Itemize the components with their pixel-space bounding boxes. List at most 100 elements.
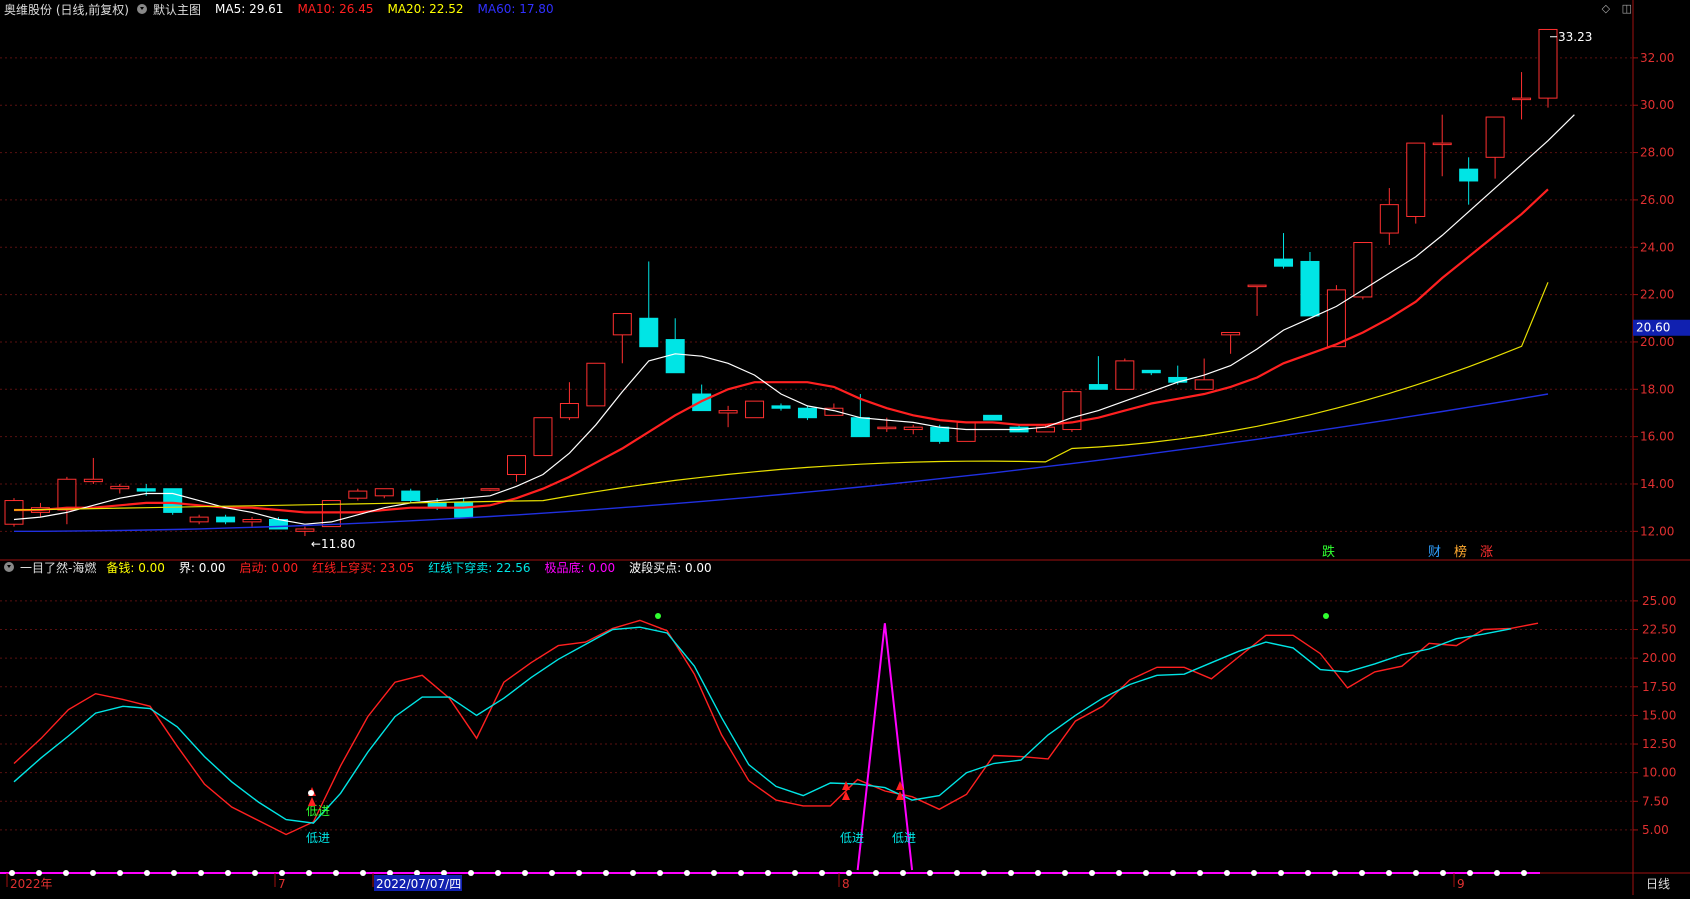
high-price-label: 33.23	[1558, 30, 1592, 44]
ma-legend-item: MA60: 17.80	[477, 2, 554, 16]
baseline-dot	[117, 870, 123, 876]
candle-body	[295, 528, 315, 532]
indicator-axis-label: 25.00	[1642, 594, 1676, 608]
candle-body	[1247, 284, 1267, 288]
price-axis-label: 16.00	[1640, 430, 1674, 444]
candle-body	[1459, 168, 1479, 182]
candle	[1141, 369, 1161, 376]
candle-body	[1115, 360, 1135, 390]
ma-legend-item: MA5: 29.61	[215, 2, 284, 16]
indicator-legend-item: 红线下穿卖: 22.56	[428, 560, 531, 575]
candle-body	[401, 490, 421, 502]
candle	[1512, 72, 1532, 120]
candle-body	[639, 317, 659, 348]
candle	[4, 498, 24, 527]
candle	[533, 417, 553, 457]
indicator-axis-label: 12.50	[1642, 737, 1676, 751]
baseline-dot	[1386, 870, 1392, 876]
price-axis-label: 20.00	[1640, 335, 1674, 349]
baseline-dot	[1197, 870, 1203, 876]
indicator-axis-label: 20.00	[1642, 651, 1676, 665]
date-axis-label: 7	[278, 877, 286, 891]
dropdown-circle-icon[interactable]	[137, 4, 147, 14]
window-icon[interactable]: ◫	[1621, 2, 1632, 15]
candle	[983, 414, 1003, 421]
baseline-dot	[144, 870, 150, 876]
candle-body	[4, 500, 24, 525]
candle-body	[533, 417, 553, 457]
candle	[1115, 358, 1135, 390]
candle	[824, 403, 844, 416]
baseline-dot	[306, 870, 312, 876]
price-axis-label: 12.00	[1640, 524, 1674, 538]
candle-body	[850, 417, 870, 438]
candle	[163, 488, 183, 515]
indicator-axis-label: 17.50	[1642, 680, 1676, 694]
baseline-dot	[603, 870, 609, 876]
candle-body	[612, 313, 632, 336]
diamond-icon[interactable]: ◇	[1601, 2, 1611, 15]
stock-title[interactable]: 奥维股份 (日线,前复权)	[4, 2, 129, 17]
candle	[665, 318, 685, 374]
candle	[1406, 142, 1426, 224]
candle-body	[745, 400, 765, 419]
candle	[903, 424, 923, 435]
baseline-dot	[1521, 870, 1527, 876]
signal-dot	[1323, 613, 1329, 619]
candle	[1300, 251, 1320, 317]
candle-body	[163, 488, 183, 513]
baseline-dot	[819, 870, 825, 876]
baseline-dot	[1143, 870, 1149, 876]
date-axis-label: 9	[1457, 877, 1465, 891]
baseline-dot	[738, 870, 744, 876]
price-axis-label: 14.00	[1640, 477, 1674, 491]
baseline-dot	[657, 870, 663, 876]
dropdown-circle-icon[interactable]	[4, 562, 14, 572]
baseline-dot	[171, 870, 177, 876]
candle	[1274, 233, 1294, 269]
baseline-dot	[63, 870, 69, 876]
candle-body	[136, 488, 156, 492]
price-axis-label: 22.00	[1640, 288, 1674, 302]
baseline-dot	[522, 870, 528, 876]
ma5-line	[13, 114, 1575, 525]
main-chart-header: 奥维股份 (日线,前复权) 默认主图 MA5: 29.61 MA10: 26.45…	[4, 0, 566, 18]
candle	[797, 405, 817, 421]
ma60-line	[14, 393, 1549, 532]
candle-body	[1406, 142, 1426, 217]
baseline-dot	[576, 870, 582, 876]
baseline-dot	[1305, 870, 1311, 876]
indicator-name[interactable]: 一目了然-海燃	[20, 560, 97, 575]
indicator-axis-label: 15.00	[1642, 708, 1676, 722]
candle-body	[771, 405, 791, 409]
candle-body	[1194, 379, 1214, 390]
ma10-line	[14, 188, 1549, 514]
signal-marker: 跌	[1322, 544, 1335, 560]
price-axis-label: 26.00	[1640, 193, 1674, 207]
candle	[745, 400, 765, 419]
candle-body	[903, 426, 923, 431]
candle-body	[1326, 289, 1346, 348]
baseline-dot	[1224, 870, 1230, 876]
candle	[1194, 358, 1214, 390]
candle-body	[1512, 97, 1532, 101]
candle-body	[1062, 391, 1082, 431]
main-chart-label[interactable]: 默认主图	[153, 2, 202, 17]
indicator-legend-item: 极品底: 0.00	[544, 560, 616, 575]
candle-body	[216, 516, 236, 523]
ma20-line	[13, 282, 1549, 511]
candle	[295, 526, 315, 537]
indicator-header: 一目了然-海燃 备钱: 0.00 界: 0.00 启动: 0.00 红线上穿买: 23…	[4, 558, 732, 576]
indicator-axis-label: 22.50	[1642, 623, 1676, 637]
baseline-dot	[1413, 870, 1419, 876]
candle-body	[348, 490, 368, 499]
candle	[1538, 28, 1558, 108]
indicator-legend-item: 启动: 0.00	[239, 560, 299, 575]
baseline-dot	[630, 870, 636, 876]
baseline-dot	[252, 870, 258, 876]
baseline-dot	[981, 870, 987, 876]
baseline-dot	[414, 870, 420, 876]
candle	[57, 476, 77, 525]
signal-label: 低进	[892, 831, 916, 845]
